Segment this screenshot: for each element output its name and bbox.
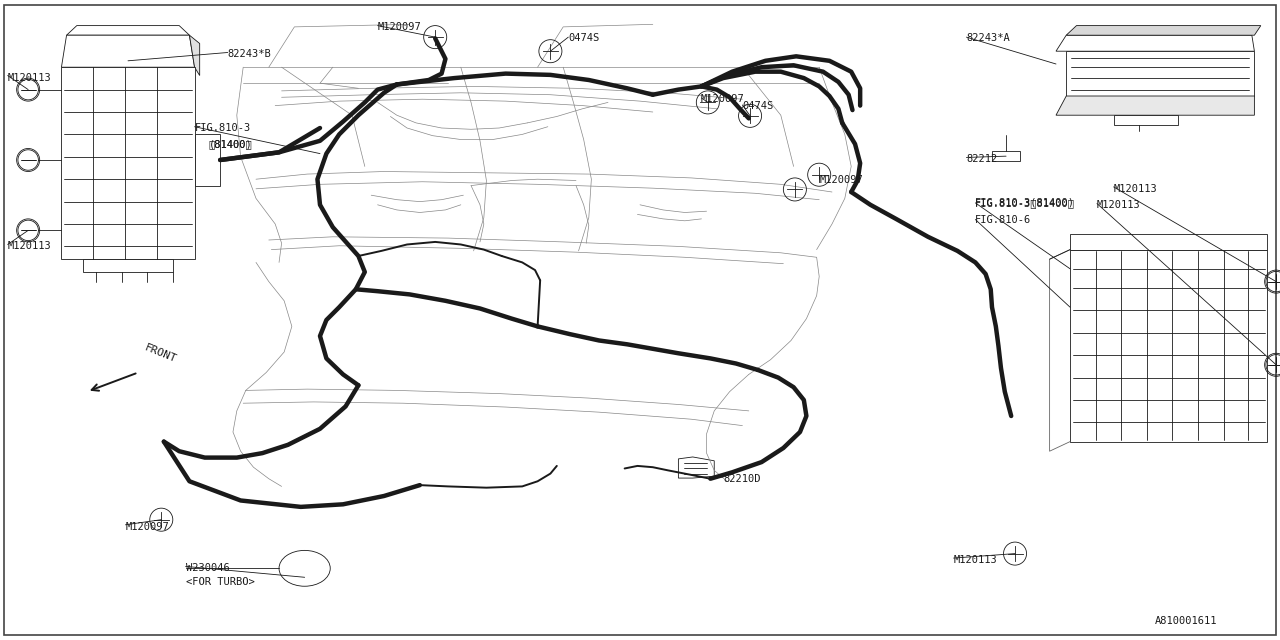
Polygon shape (83, 259, 173, 272)
Text: M120113: M120113 (954, 555, 997, 565)
Polygon shape (1066, 26, 1261, 35)
Polygon shape (61, 67, 195, 259)
Text: 0474S: 0474S (742, 101, 773, 111)
Polygon shape (189, 35, 200, 76)
Polygon shape (1070, 250, 1267, 442)
Polygon shape (1056, 96, 1254, 115)
Polygon shape (67, 26, 189, 35)
Text: M120097: M120097 (700, 94, 744, 104)
Text: M120097: M120097 (378, 22, 421, 32)
Text: M120113: M120113 (8, 241, 51, 252)
Polygon shape (1114, 115, 1178, 125)
Text: M120113: M120113 (1097, 200, 1140, 210)
Polygon shape (1056, 35, 1254, 51)
Polygon shape (1066, 51, 1254, 96)
Text: 82243*A: 82243*A (966, 33, 1010, 44)
Polygon shape (1070, 234, 1267, 250)
Text: W230046: W230046 (186, 563, 229, 573)
Text: 82243*B: 82243*B (228, 49, 271, 59)
Text: FRONT: FRONT (143, 343, 178, 365)
Text: <FOR TURBO>: <FOR TURBO> (186, 577, 255, 588)
Text: (81400): (81400) (209, 139, 252, 149)
Text: 82212: 82212 (966, 154, 997, 164)
Text: FIG.810-3（81400）: FIG.810-3（81400） (975, 198, 1075, 208)
Text: FIG.810-6: FIG.810-6 (975, 214, 1032, 225)
Text: （81400）: （81400） (209, 139, 252, 149)
Text: 82210D: 82210D (723, 474, 760, 484)
Polygon shape (61, 35, 195, 67)
Polygon shape (195, 134, 220, 186)
Text: A810001611: A810001611 (1155, 616, 1217, 626)
Text: M120113: M120113 (8, 73, 51, 83)
Text: FIG.810-3(81400): FIG.810-3(81400) (975, 198, 1075, 208)
Text: M120097: M120097 (125, 522, 169, 532)
Polygon shape (678, 457, 714, 478)
Text: M120097: M120097 (819, 175, 863, 186)
Text: M120113: M120113 (1114, 184, 1157, 194)
Text: FIG.810-3: FIG.810-3 (195, 123, 251, 133)
Text: 0474S: 0474S (568, 33, 599, 44)
FancyBboxPatch shape (992, 152, 1020, 161)
